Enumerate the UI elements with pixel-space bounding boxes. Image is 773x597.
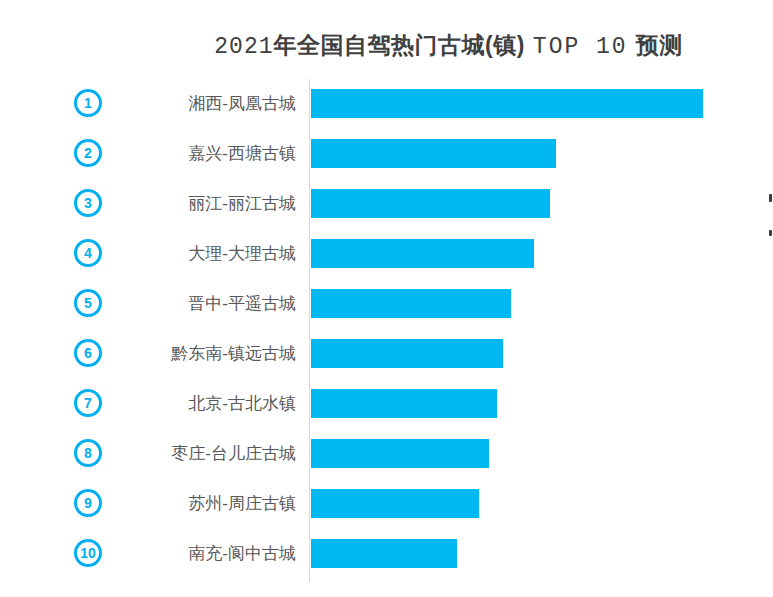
- rank-badge: 10: [74, 539, 102, 567]
- chart-row: 8枣庄-台儿庄古城: [0, 428, 773, 478]
- bar: [311, 189, 550, 218]
- chart-row: 1湘西-凤凰古城: [0, 78, 773, 128]
- chart-row: 7北京-古北水镇: [0, 378, 773, 428]
- category-label: 丽江-丽江古城: [104, 192, 296, 215]
- bar: [311, 489, 479, 518]
- bar: [311, 139, 556, 168]
- chart-row: 2嘉兴-西塘古镇: [0, 128, 773, 178]
- clipped-text-fragment: [769, 194, 772, 202]
- title-year: 2021: [214, 34, 273, 60]
- category-label: 黔东南-镇远古城: [104, 342, 296, 365]
- bar: [311, 239, 534, 268]
- bar: [311, 439, 489, 468]
- bar: [311, 289, 511, 318]
- title-main-text: 年全国自驾热门古城(镇): [274, 32, 525, 58]
- category-label: 大理-大理古城: [104, 242, 296, 265]
- title-top10-text: TOP 10: [533, 34, 628, 60]
- rank-badge: 4: [74, 239, 102, 267]
- rank-badge: 2: [74, 139, 102, 167]
- chart-title: 2021年全国自驾热门古城(镇) TOP 10 预测: [124, 30, 773, 61]
- rank-badge: 5: [74, 289, 102, 317]
- bar: [311, 389, 497, 418]
- bar: [311, 339, 503, 368]
- chart-row: 9苏州-周庄古镇: [0, 478, 773, 528]
- chart-row: 3丽江-丽江古城: [0, 178, 773, 228]
- chart-row: 4大理-大理古城: [0, 228, 773, 278]
- rank-badge: 3: [74, 189, 102, 217]
- bar: [311, 89, 703, 118]
- rank-badge: 9: [74, 489, 102, 517]
- chart-row: 10南充-阆中古城: [0, 528, 773, 578]
- category-label: 枣庄-台儿庄古城: [104, 442, 296, 465]
- chart-canvas: 2021年全国自驾热门古城(镇)TOP 10预测 1湘西-凤凰古城2嘉兴-西塘古…: [0, 0, 773, 597]
- bar: [311, 539, 457, 568]
- category-label: 晋中-平遥古城: [104, 292, 296, 315]
- category-label: 嘉兴-西塘古镇: [104, 142, 296, 165]
- rank-badge: 1: [74, 89, 102, 117]
- category-label: 南充-阆中古城: [104, 542, 296, 565]
- chart-row: 6黔东南-镇远古城: [0, 328, 773, 378]
- category-label: 苏州-周庄古镇: [104, 492, 296, 515]
- clipped-text-fragment: [769, 230, 772, 236]
- chart-row: 5晋中-平遥古城: [0, 278, 773, 328]
- bar-rows: 1湘西-凤凰古城2嘉兴-西塘古镇3丽江-丽江古城4大理-大理古城5晋中-平遥古城…: [0, 78, 773, 578]
- title-suffix-text: 预测: [636, 32, 683, 58]
- category-label: 北京-古北水镇: [104, 392, 296, 415]
- rank-badge: 7: [74, 389, 102, 417]
- category-label: 湘西-凤凰古城: [104, 92, 296, 115]
- rank-badge: 8: [74, 439, 102, 467]
- rank-badge: 6: [74, 339, 102, 367]
